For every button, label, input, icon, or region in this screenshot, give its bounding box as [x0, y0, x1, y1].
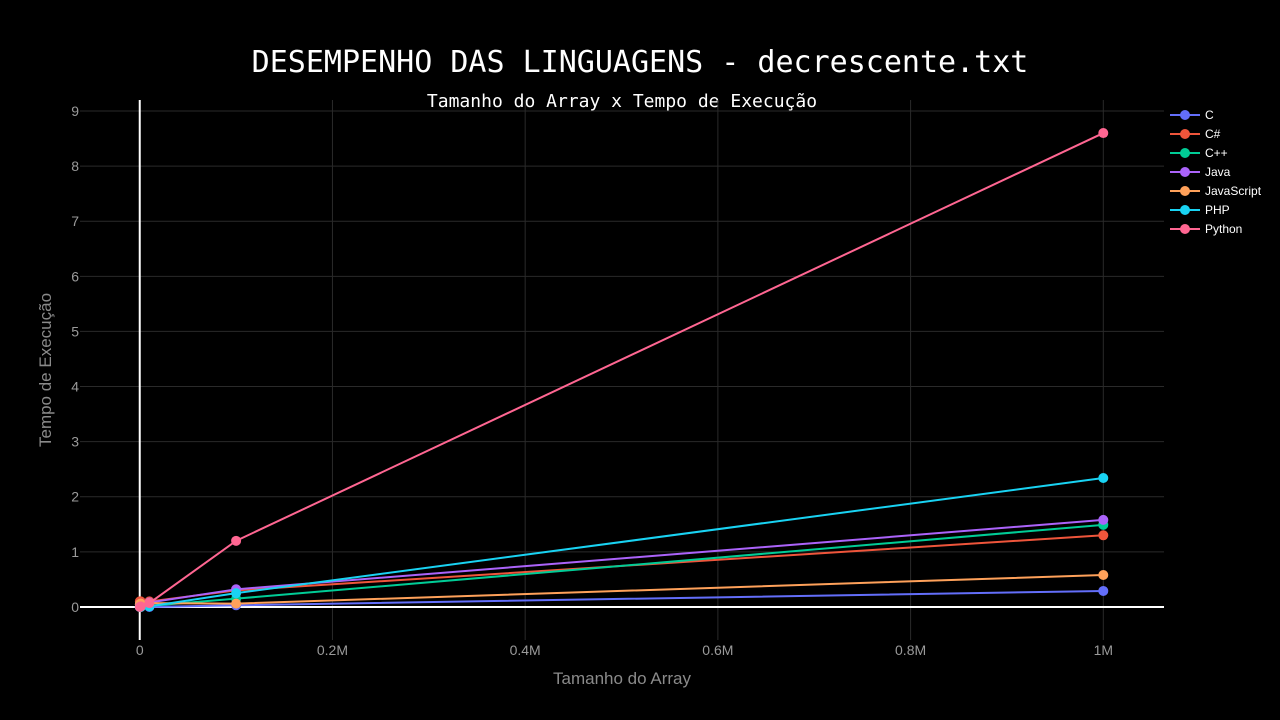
y-tick-label: 6 [71, 268, 79, 284]
legend-marker-icon [1180, 186, 1190, 196]
grid [80, 100, 1164, 640]
data-point-java[interactable] [1098, 514, 1109, 525]
chart-title: DESEMPENHO DAS LINGUAGENS - decrescente.… [252, 45, 1029, 80]
legend-marker-icon [1180, 110, 1190, 120]
legend-label: Python [1205, 222, 1242, 236]
x-axis-title: Tamanho do Array [553, 669, 691, 688]
series-line-python [139, 132, 1104, 608]
series-python [134, 128, 1109, 612]
y-tick-label: 0 [71, 599, 79, 615]
legend-marker-icon [1180, 148, 1190, 158]
data-point-python[interactable] [1098, 128, 1109, 139]
x-tick-label: 0.6M [702, 642, 733, 658]
data-point-javascript[interactable] [1098, 569, 1109, 580]
legend-label: JavaScript [1205, 184, 1262, 198]
data-point-csharp[interactable] [1098, 530, 1109, 541]
legend-label: C# [1205, 127, 1221, 141]
legend-item-php[interactable]: PHP [1170, 203, 1230, 217]
data-point-javascript[interactable] [231, 598, 242, 609]
legend-label: PHP [1205, 203, 1230, 217]
legend-item-csharp[interactable]: C# [1170, 127, 1221, 141]
legend-label: C++ [1205, 146, 1228, 160]
data-point-python[interactable] [144, 598, 155, 609]
legend-item-c[interactable]: C [1170, 108, 1214, 122]
series-c [134, 585, 1109, 612]
legend-marker-icon [1180, 167, 1190, 177]
legend-label: C [1205, 108, 1214, 122]
series-line-c [139, 589, 1104, 608]
data-point-python[interactable] [231, 535, 242, 546]
data-point-php[interactable] [231, 588, 242, 599]
y-axis-title: Tempo de Execução [36, 293, 55, 447]
x-tick-label: 0.2M [317, 642, 348, 658]
legend-label: Java [1205, 165, 1231, 179]
y-tick-label: 3 [71, 434, 79, 450]
chart-subtitle: Tamanho do Array x Tempo de Execução [427, 91, 817, 112]
y-tick-label: 4 [71, 379, 79, 395]
legend-item-cpp[interactable]: C++ [1170, 146, 1228, 160]
legend-marker-icon [1180, 224, 1190, 234]
legend-item-java[interactable]: Java [1170, 165, 1231, 179]
y-tick-label: 2 [71, 489, 79, 505]
legend-marker-icon [1180, 129, 1190, 139]
legend-item-javascript[interactable]: JavaScript [1170, 184, 1262, 198]
x-tick-label: 0 [136, 642, 144, 658]
y-tick-label: 1 [71, 544, 79, 560]
x-tick-label: 1M [1094, 642, 1113, 658]
data-point-php[interactable] [1098, 473, 1109, 483]
axes [80, 100, 1164, 640]
data-point-python[interactable] [135, 601, 146, 612]
legend-item-python[interactable]: Python [1170, 222, 1242, 236]
series-javascript [134, 569, 1109, 610]
series-line-php [139, 477, 1104, 608]
x-tick-label: 0.4M [510, 642, 541, 658]
tick-labels: 0 0.2M 0.4M 0.6M 0.8M 1M 0 1 2 3 4 5 6 7 8 9 [71, 103, 1113, 658]
series-layer [134, 128, 1109, 612]
series-line-cpp [139, 523, 1104, 608]
y-tick-label: 9 [71, 103, 79, 119]
y-tick-label: 7 [71, 213, 79, 229]
legend-marker-icon [1180, 205, 1190, 215]
y-tick-label: 8 [71, 158, 79, 174]
legend[interactable]: C C# C++ Java JavaScript PHP Python [1170, 108, 1262, 236]
y-tick-label: 5 [71, 323, 79, 339]
x-tick-label: 0.8M [895, 642, 926, 658]
data-point-c[interactable] [1098, 585, 1109, 596]
